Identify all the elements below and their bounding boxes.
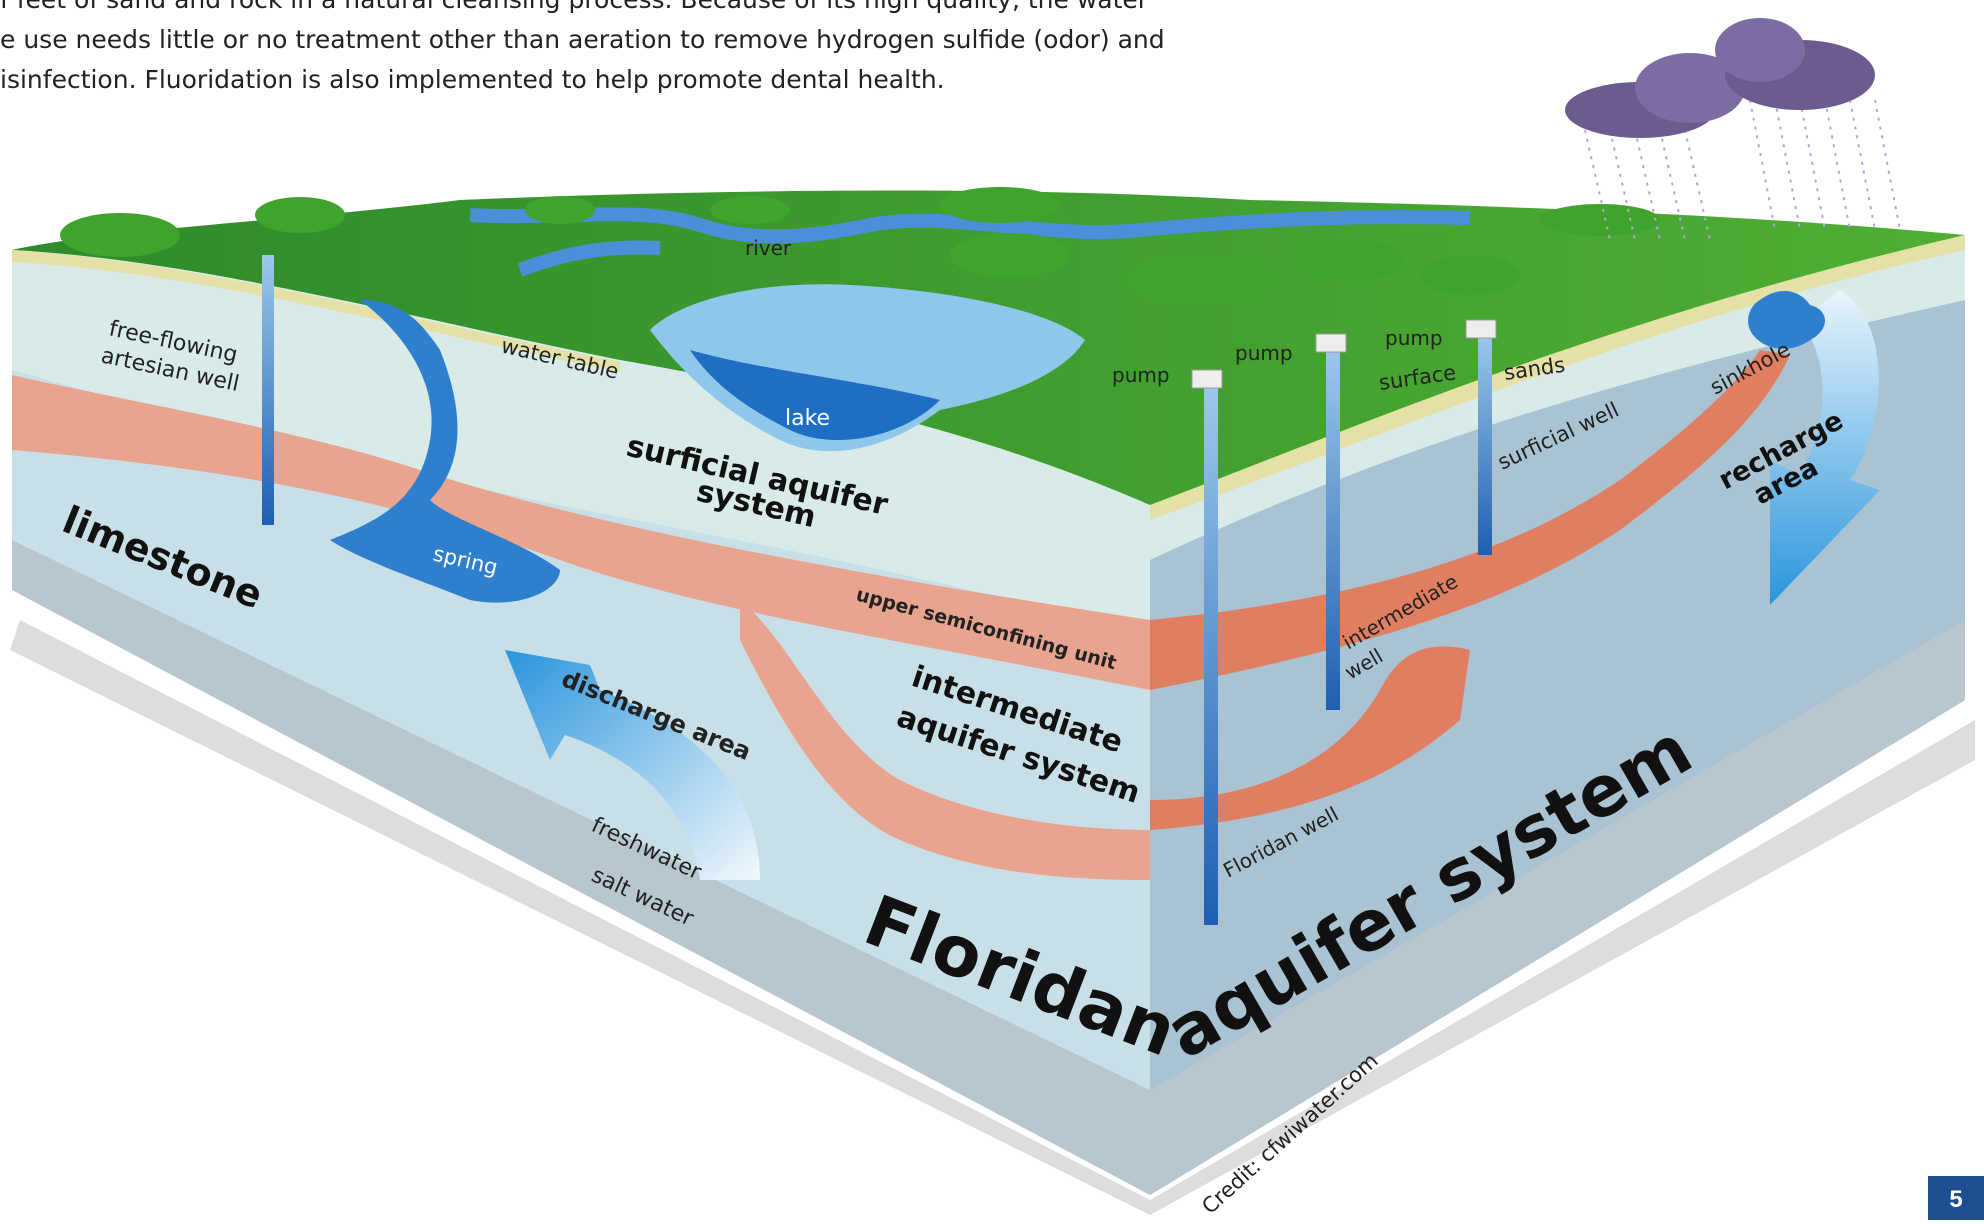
river: [469, 207, 1471, 277]
salt-water-band: [12, 540, 1965, 1195]
surface-sands-left: [12, 250, 620, 372]
spring-channel: [330, 300, 560, 603]
discharge-arrow: [505, 650, 760, 880]
block-right-face: [1150, 235, 1965, 1195]
label-lake: lake: [785, 406, 830, 431]
pump-heads: [1191, 319, 1497, 389]
label-pump-2: pump: [1235, 341, 1293, 365]
intro-text: f feet of sand and rock in a natural cle…: [0, 0, 1290, 100]
surficial-layer-left: [12, 250, 1150, 640]
lake-deep: [690, 350, 940, 440]
semiconfining-branch: [740, 600, 1150, 880]
intermediate-well-pipe: [1326, 350, 1340, 710]
artesian-well: [262, 255, 274, 525]
intro-line-2: e use needs little or no treatment other…: [0, 25, 1165, 54]
label-pump-3: pump: [1385, 326, 1443, 350]
page-number-badge: 5: [1928, 1176, 1984, 1220]
rain-cloud-icon: [1565, 18, 1901, 241]
label-river: river: [745, 236, 792, 260]
surface-sands: [1150, 235, 1965, 520]
intro-line-1: f feet of sand and rock in a natural cle…: [0, 0, 1290, 20]
floridan-well-pipe: [1204, 385, 1218, 925]
surficial-well-pipe: [1478, 335, 1492, 555]
semiconfining-unit-left: [12, 375, 1150, 690]
semiconfining-lower-right: [1150, 646, 1470, 830]
intro-line-3: isinfection. Fluoridation is also implem…: [0, 65, 945, 94]
recharge-arrow: [1770, 290, 1880, 605]
sinkhole: [1748, 290, 1825, 349]
label-pump-1: pump: [1112, 363, 1170, 387]
semiconfining-unit-right: [1150, 350, 1790, 690]
tree-clusters: [60, 187, 1660, 304]
